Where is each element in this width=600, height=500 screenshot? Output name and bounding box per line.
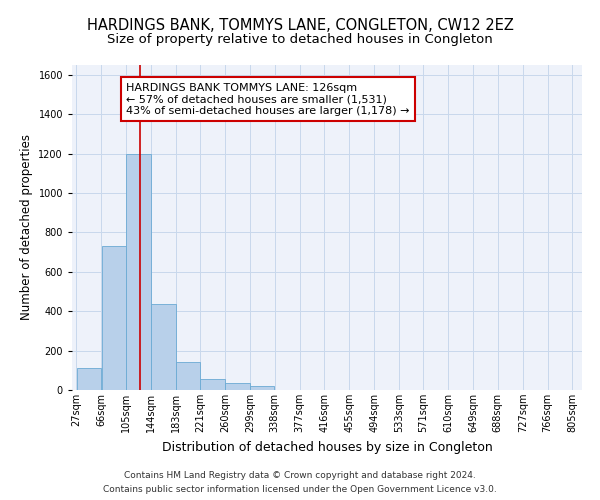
Bar	[151, 304, 176, 390]
Bar	[77, 368, 101, 390]
Y-axis label: Number of detached properties: Number of detached properties	[20, 134, 33, 320]
Bar	[225, 383, 250, 390]
Text: HARDINGS BANK TOMMYS LANE: 126sqm
← 57% of detached houses are smaller (1,531)
4: HARDINGS BANK TOMMYS LANE: 126sqm ← 57% …	[126, 82, 410, 116]
Bar	[200, 379, 225, 390]
Bar	[250, 386, 274, 390]
Text: Contains public sector information licensed under the Open Government Licence v3: Contains public sector information licen…	[103, 484, 497, 494]
Text: HARDINGS BANK, TOMMYS LANE, CONGLETON, CW12 2EZ: HARDINGS BANK, TOMMYS LANE, CONGLETON, C…	[86, 18, 514, 32]
Bar	[127, 154, 151, 390]
X-axis label: Distribution of detached houses by size in Congleton: Distribution of detached houses by size …	[161, 440, 493, 454]
Text: Contains HM Land Registry data © Crown copyright and database right 2024.: Contains HM Land Registry data © Crown c…	[124, 472, 476, 480]
Bar	[176, 362, 200, 390]
Bar	[101, 246, 126, 390]
Text: Size of property relative to detached houses in Congleton: Size of property relative to detached ho…	[107, 32, 493, 46]
